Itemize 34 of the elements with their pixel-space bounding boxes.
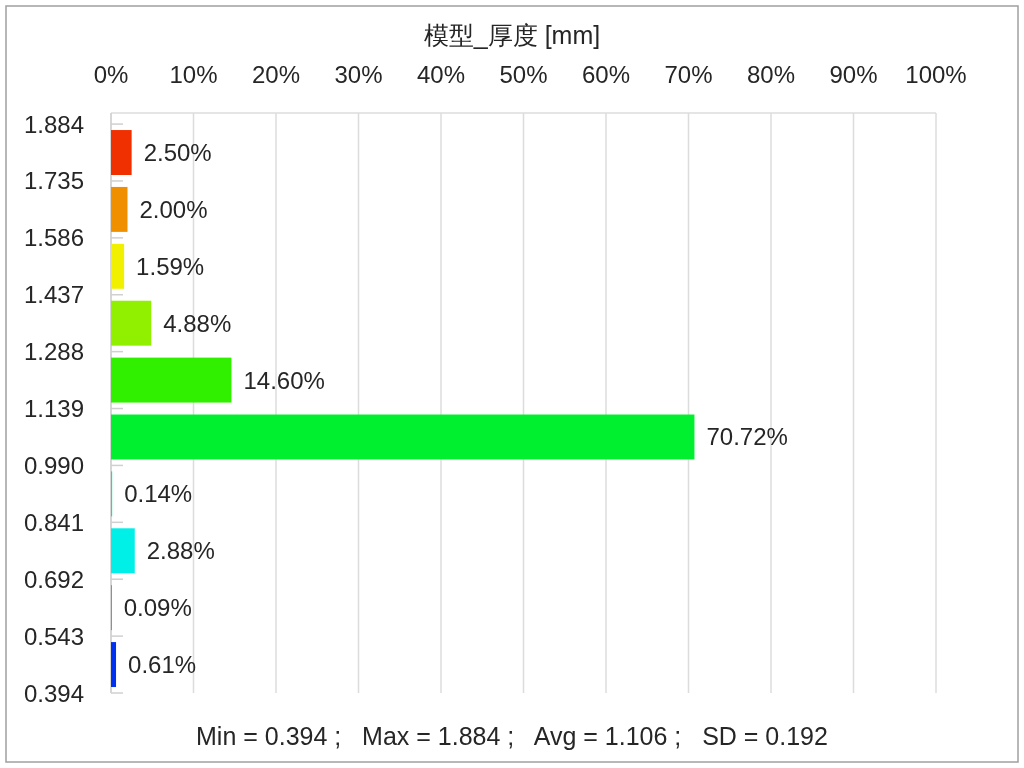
x-tick-label: 0% xyxy=(93,61,129,88)
y-tick-label: 0.841 xyxy=(23,508,84,536)
y-tick-label: 0.692 xyxy=(23,565,84,593)
data-label: 0.61% xyxy=(128,651,197,679)
x-tick-label: 20% xyxy=(251,61,301,88)
x-tick-label: 30% xyxy=(334,61,383,88)
data-label: 0.14% xyxy=(124,480,193,508)
data-label: 14.60% xyxy=(243,366,325,394)
data-label: 4.88% xyxy=(163,309,232,337)
chart-title: 模型_厚度 [mm] xyxy=(423,21,601,49)
x-tick-label: 60% xyxy=(581,61,631,88)
y-tick-label: 1.586 xyxy=(23,224,84,252)
data-label: 2.00% xyxy=(139,195,208,223)
data-label: 2.50% xyxy=(143,139,212,167)
text: Min = 0.394 ; Max = 1.884 ; Avg = 1.106 ; SD = 0.192 xyxy=(196,722,828,750)
y-tick-label: 1.139 xyxy=(23,395,84,423)
y-tick-label: 0.394 xyxy=(23,679,84,707)
x-tick-label: 40% xyxy=(416,61,466,88)
y-tick-label: 1.735 xyxy=(23,167,84,195)
y-tick-label: 1.288 xyxy=(23,338,84,366)
data-label: 70.72% xyxy=(706,423,788,451)
data-label: 0.09% xyxy=(123,594,192,622)
x-tick-label: 100% xyxy=(905,61,967,88)
y-tick-label: 1.884 xyxy=(23,110,84,138)
data-label: 1.59% xyxy=(136,252,205,280)
x-tick-label: 70% xyxy=(664,61,713,88)
y-tick-label: 1.437 xyxy=(23,281,84,309)
y-tick-label: 0.990 xyxy=(23,451,84,479)
x-tick-label: 50% xyxy=(499,61,548,88)
y-tick-label: 0.543 xyxy=(23,622,84,650)
x-tick-label: 10% xyxy=(169,61,218,88)
x-tick-label: 90% xyxy=(829,61,878,88)
data-label: 2.88% xyxy=(146,537,215,565)
x-tick-label: 80% xyxy=(746,61,796,88)
